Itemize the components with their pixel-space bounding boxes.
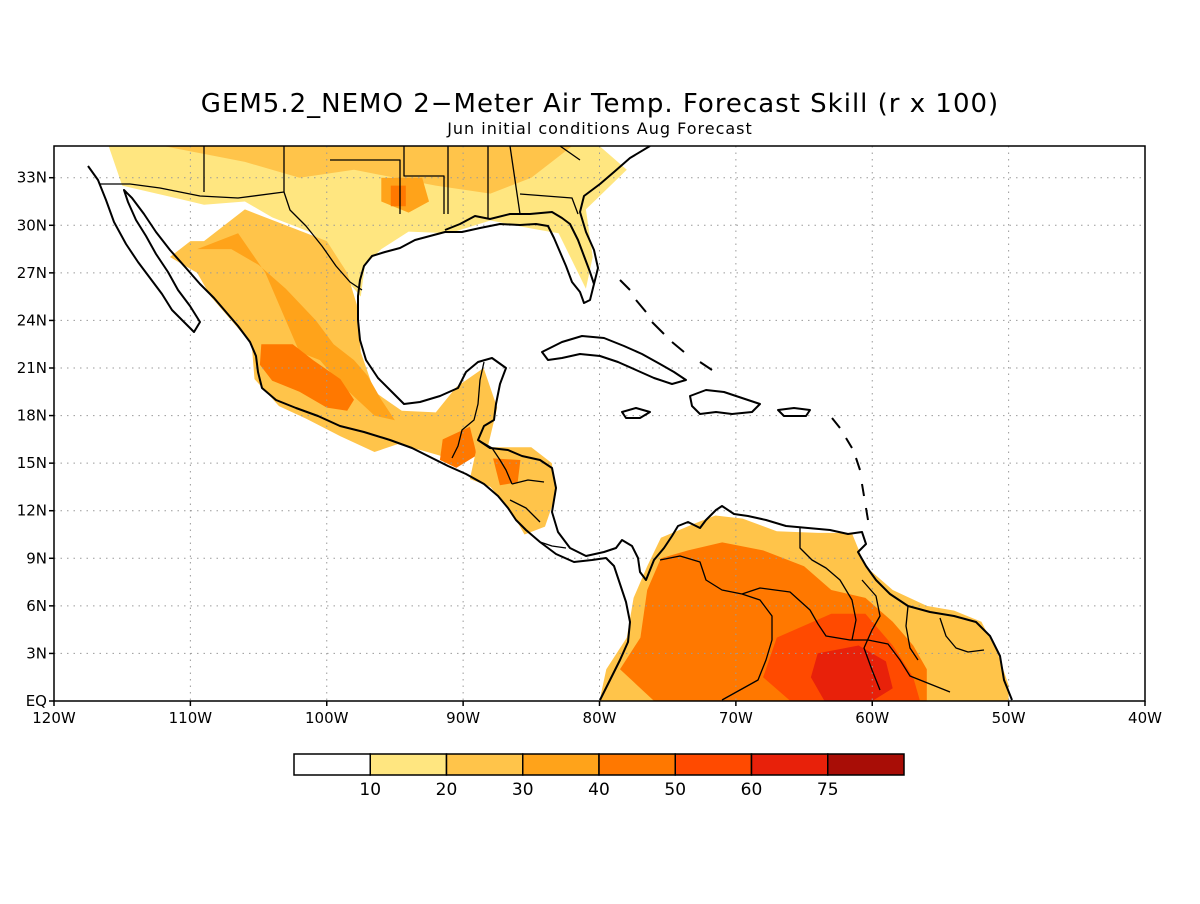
puerto-rico-coast bbox=[777, 407, 811, 417]
colorbar-swatch bbox=[445, 753, 524, 776]
skill-field-guatemala-hotspot bbox=[439, 426, 477, 468]
skill-field-southeast-us-core bbox=[163, 146, 573, 194]
colorbar: 10 20 30 40 50 60 75 bbox=[293, 753, 905, 800]
colorbar-label: 50 bbox=[664, 780, 686, 800]
skill-field-texas-core bbox=[390, 185, 406, 207]
south-america-borders bbox=[659, 528, 985, 701]
coastlines bbox=[87, 146, 1013, 701]
y-tick-label: 21N bbox=[17, 359, 47, 377]
y-tick-label: 30N bbox=[17, 216, 47, 234]
y-tick-label: 9N bbox=[26, 549, 47, 567]
colorbar-label: 10 bbox=[359, 780, 381, 800]
lat-lon-grid bbox=[54, 146, 1145, 701]
colorbar-label: 20 bbox=[436, 780, 458, 800]
mexico-guatemala-border bbox=[451, 361, 485, 459]
y-tick-label: 12N bbox=[17, 502, 47, 520]
y-tick-label: 18N bbox=[17, 407, 47, 425]
x-tick-label: 50W bbox=[992, 709, 1026, 727]
x-tick-label: 100W bbox=[305, 709, 349, 727]
colorbar-label: 75 bbox=[817, 780, 839, 800]
colorbar-swatch bbox=[750, 753, 829, 776]
skill-shading bbox=[108, 146, 1009, 701]
map-subtitle: Jun initial conditions Aug Forecast bbox=[446, 119, 753, 138]
colorbar-swatch bbox=[598, 753, 676, 776]
atlantic-coast bbox=[579, 146, 651, 285]
cuba-coast bbox=[541, 335, 687, 385]
map-axes: 120W 110W 100W 90W 80W 70W 60W 50W 40W EQ 3N 6N 9N 12… bbox=[17, 169, 1162, 727]
colorbar-swatch bbox=[522, 753, 600, 776]
x-tick-label: 120W bbox=[32, 709, 76, 727]
colorbar-label: 60 bbox=[741, 780, 763, 800]
x-tick-label: 40W bbox=[1128, 709, 1162, 727]
map-title: GEM5.2_NEMO 2−Meter Air Temp. Forecast S… bbox=[201, 89, 999, 119]
skill-field-mexico-central bbox=[259, 344, 354, 411]
gulf-coast bbox=[357, 211, 1013, 701]
hispaniola-coast bbox=[689, 389, 761, 415]
y-tick-label: 27N bbox=[17, 264, 47, 282]
y-tick-label: 33N bbox=[17, 169, 47, 187]
y-tick-label: 24N bbox=[17, 311, 47, 329]
us-state-lines bbox=[203, 146, 581, 218]
x-tick-label: 60W bbox=[855, 709, 889, 727]
mexico-pacific-coast bbox=[87, 165, 631, 701]
map-frame bbox=[53, 145, 1146, 702]
colorbar-swatch bbox=[293, 753, 371, 776]
jamaica-coast bbox=[621, 407, 651, 419]
y-tick-label: EQ bbox=[26, 692, 47, 710]
y-tick-label: 6N bbox=[26, 597, 47, 615]
colorbar-swatch bbox=[674, 753, 753, 776]
political-borders bbox=[100, 146, 985, 701]
skill-field-mexico bbox=[169, 209, 498, 459]
bahamas-coast bbox=[619, 279, 713, 371]
colorbar-swatch bbox=[827, 753, 905, 776]
x-tick-label: 80W bbox=[583, 709, 617, 727]
y-tick-label: 15N bbox=[17, 454, 47, 472]
y-tick-label: 3N bbox=[26, 644, 47, 662]
colorbar-swatch bbox=[369, 753, 448, 776]
colorbar-label: 40 bbox=[588, 780, 610, 800]
x-tick-label: 90W bbox=[446, 709, 480, 727]
x-tick-label: 110W bbox=[169, 709, 213, 727]
central-america-borders bbox=[477, 439, 567, 549]
colorbar-label: 30 bbox=[512, 780, 534, 800]
skill-field-central-america bbox=[469, 447, 556, 535]
x-tick-label: 70W bbox=[719, 709, 753, 727]
lesser-antilles-coast bbox=[831, 417, 869, 521]
us-mexico-border bbox=[100, 183, 363, 291]
skill-field-mexico-west bbox=[197, 233, 395, 421]
skill-field-guiana-max bbox=[810, 645, 893, 701]
